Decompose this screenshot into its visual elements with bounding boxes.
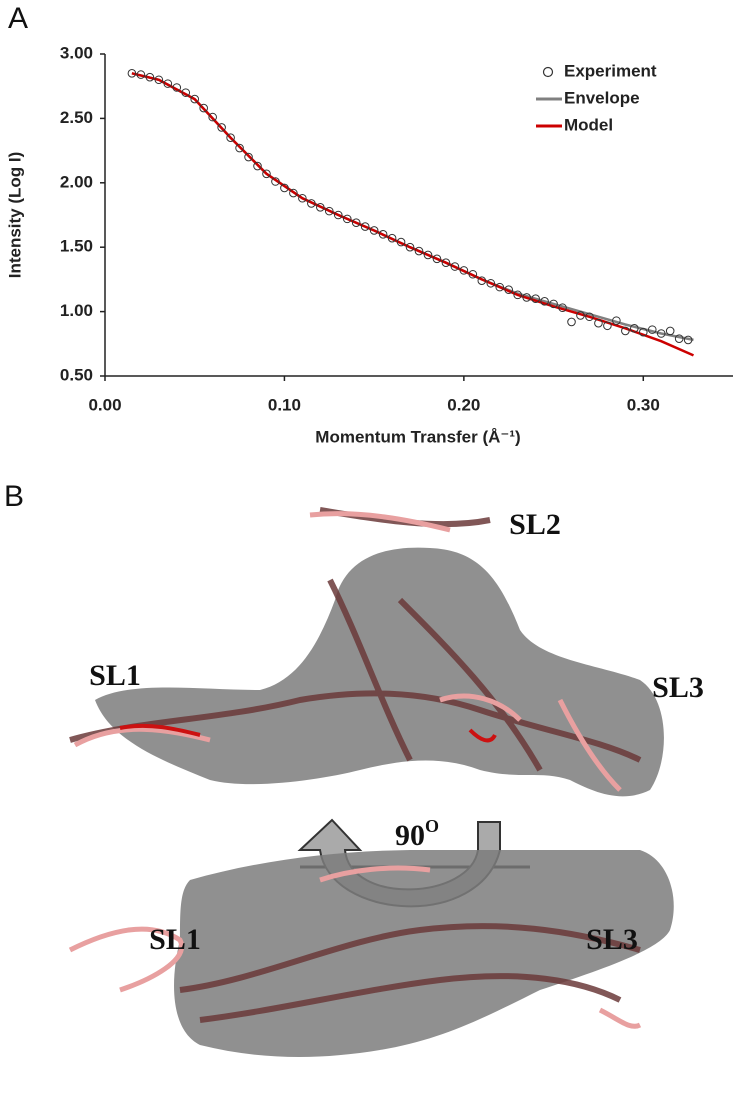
data-point (495, 282, 505, 292)
data-point (540, 296, 549, 306)
data-point (226, 133, 235, 143)
panel-label: B (4, 480, 24, 513)
data-point (208, 112, 217, 122)
data-point (127, 69, 137, 78)
region-label: SL3 (586, 923, 638, 956)
data-point (289, 188, 298, 198)
region-label: SL1 (149, 923, 201, 956)
rotation-number: 90 (395, 819, 425, 852)
data-point (145, 72, 155, 82)
y-tick-label: 2.00 (60, 172, 93, 191)
x-tick-label: 0.30 (627, 395, 660, 414)
data-point (253, 161, 262, 171)
data-point (531, 294, 540, 304)
region-label: SL2 (509, 508, 561, 541)
legend-label: Experiment (564, 61, 657, 80)
data-point (333, 210, 343, 220)
x-tick-label: 0.20 (447, 395, 480, 414)
data-point (298, 193, 307, 203)
data-point (199, 103, 208, 113)
data-point (656, 329, 666, 338)
data-point (181, 88, 191, 97)
data-point (405, 242, 415, 252)
y-tick-label: 0.50 (60, 365, 93, 384)
data-point (154, 75, 164, 85)
y-tick-label: 1.50 (60, 237, 93, 256)
data-point (307, 199, 316, 208)
data-point (423, 250, 433, 260)
data-point (324, 206, 334, 216)
structure-side (68, 850, 674, 1057)
region-label: SL3 (652, 671, 704, 704)
data-point (217, 123, 226, 132)
data-point (450, 262, 460, 271)
data-point (351, 218, 361, 228)
data-point (585, 312, 594, 322)
structure-top (69, 507, 664, 797)
data-point (316, 202, 325, 212)
data-point (414, 246, 424, 256)
data-point (163, 79, 173, 88)
x-tick-label: 0.10 (268, 395, 301, 414)
y-tick-label: 3.00 (60, 43, 93, 62)
data-point (522, 293, 531, 302)
series-line (131, 72, 694, 342)
data-point (621, 326, 630, 336)
legend-swatch (542, 66, 554, 78)
data-point (468, 269, 478, 279)
data-point (342, 214, 352, 224)
y-axis-title: Intensity (Log I) (5, 152, 24, 279)
rotation-unit: O (425, 816, 439, 836)
data-point (441, 258, 451, 267)
data-point (647, 325, 657, 334)
data-point (683, 335, 693, 345)
data-point (630, 324, 639, 333)
rotation-label: 90O (395, 816, 439, 852)
data-point (477, 276, 487, 285)
data-point (172, 83, 182, 92)
data-point (396, 237, 406, 247)
data-point (594, 318, 603, 328)
data-point (504, 285, 514, 295)
legend-label: Envelope (564, 88, 640, 107)
y-tick-label: 2.50 (60, 108, 93, 127)
data-point (674, 334, 684, 343)
data-point (665, 326, 675, 336)
data-point (603, 321, 612, 331)
data-point (513, 290, 522, 300)
data-point (567, 317, 576, 327)
data-point (576, 311, 585, 320)
data-point (549, 299, 558, 309)
data-point (280, 183, 289, 193)
data-point (235, 143, 244, 153)
data-point (432, 254, 442, 264)
data-point (262, 169, 271, 179)
data-point (378, 230, 388, 239)
x-axis-title: Momentum Transfer (Å⁻¹) (315, 427, 520, 446)
data-point (190, 94, 200, 104)
data-point (271, 177, 280, 186)
data-point (486, 278, 496, 288)
panel-label: A (8, 2, 28, 35)
data-point (387, 233, 397, 243)
data-point (459, 266, 469, 275)
y-tick-label: 1.00 (60, 301, 93, 320)
data-point (612, 316, 621, 325)
data-point (136, 70, 146, 79)
data-point (244, 152, 253, 162)
x-tick-label: 0.00 (88, 395, 121, 414)
data-point (360, 222, 370, 231)
data-point (558, 303, 567, 313)
data-point (638, 327, 648, 337)
region-label: SL1 (89, 659, 141, 692)
data-point (369, 226, 379, 235)
legend-label: Model (564, 115, 613, 134)
